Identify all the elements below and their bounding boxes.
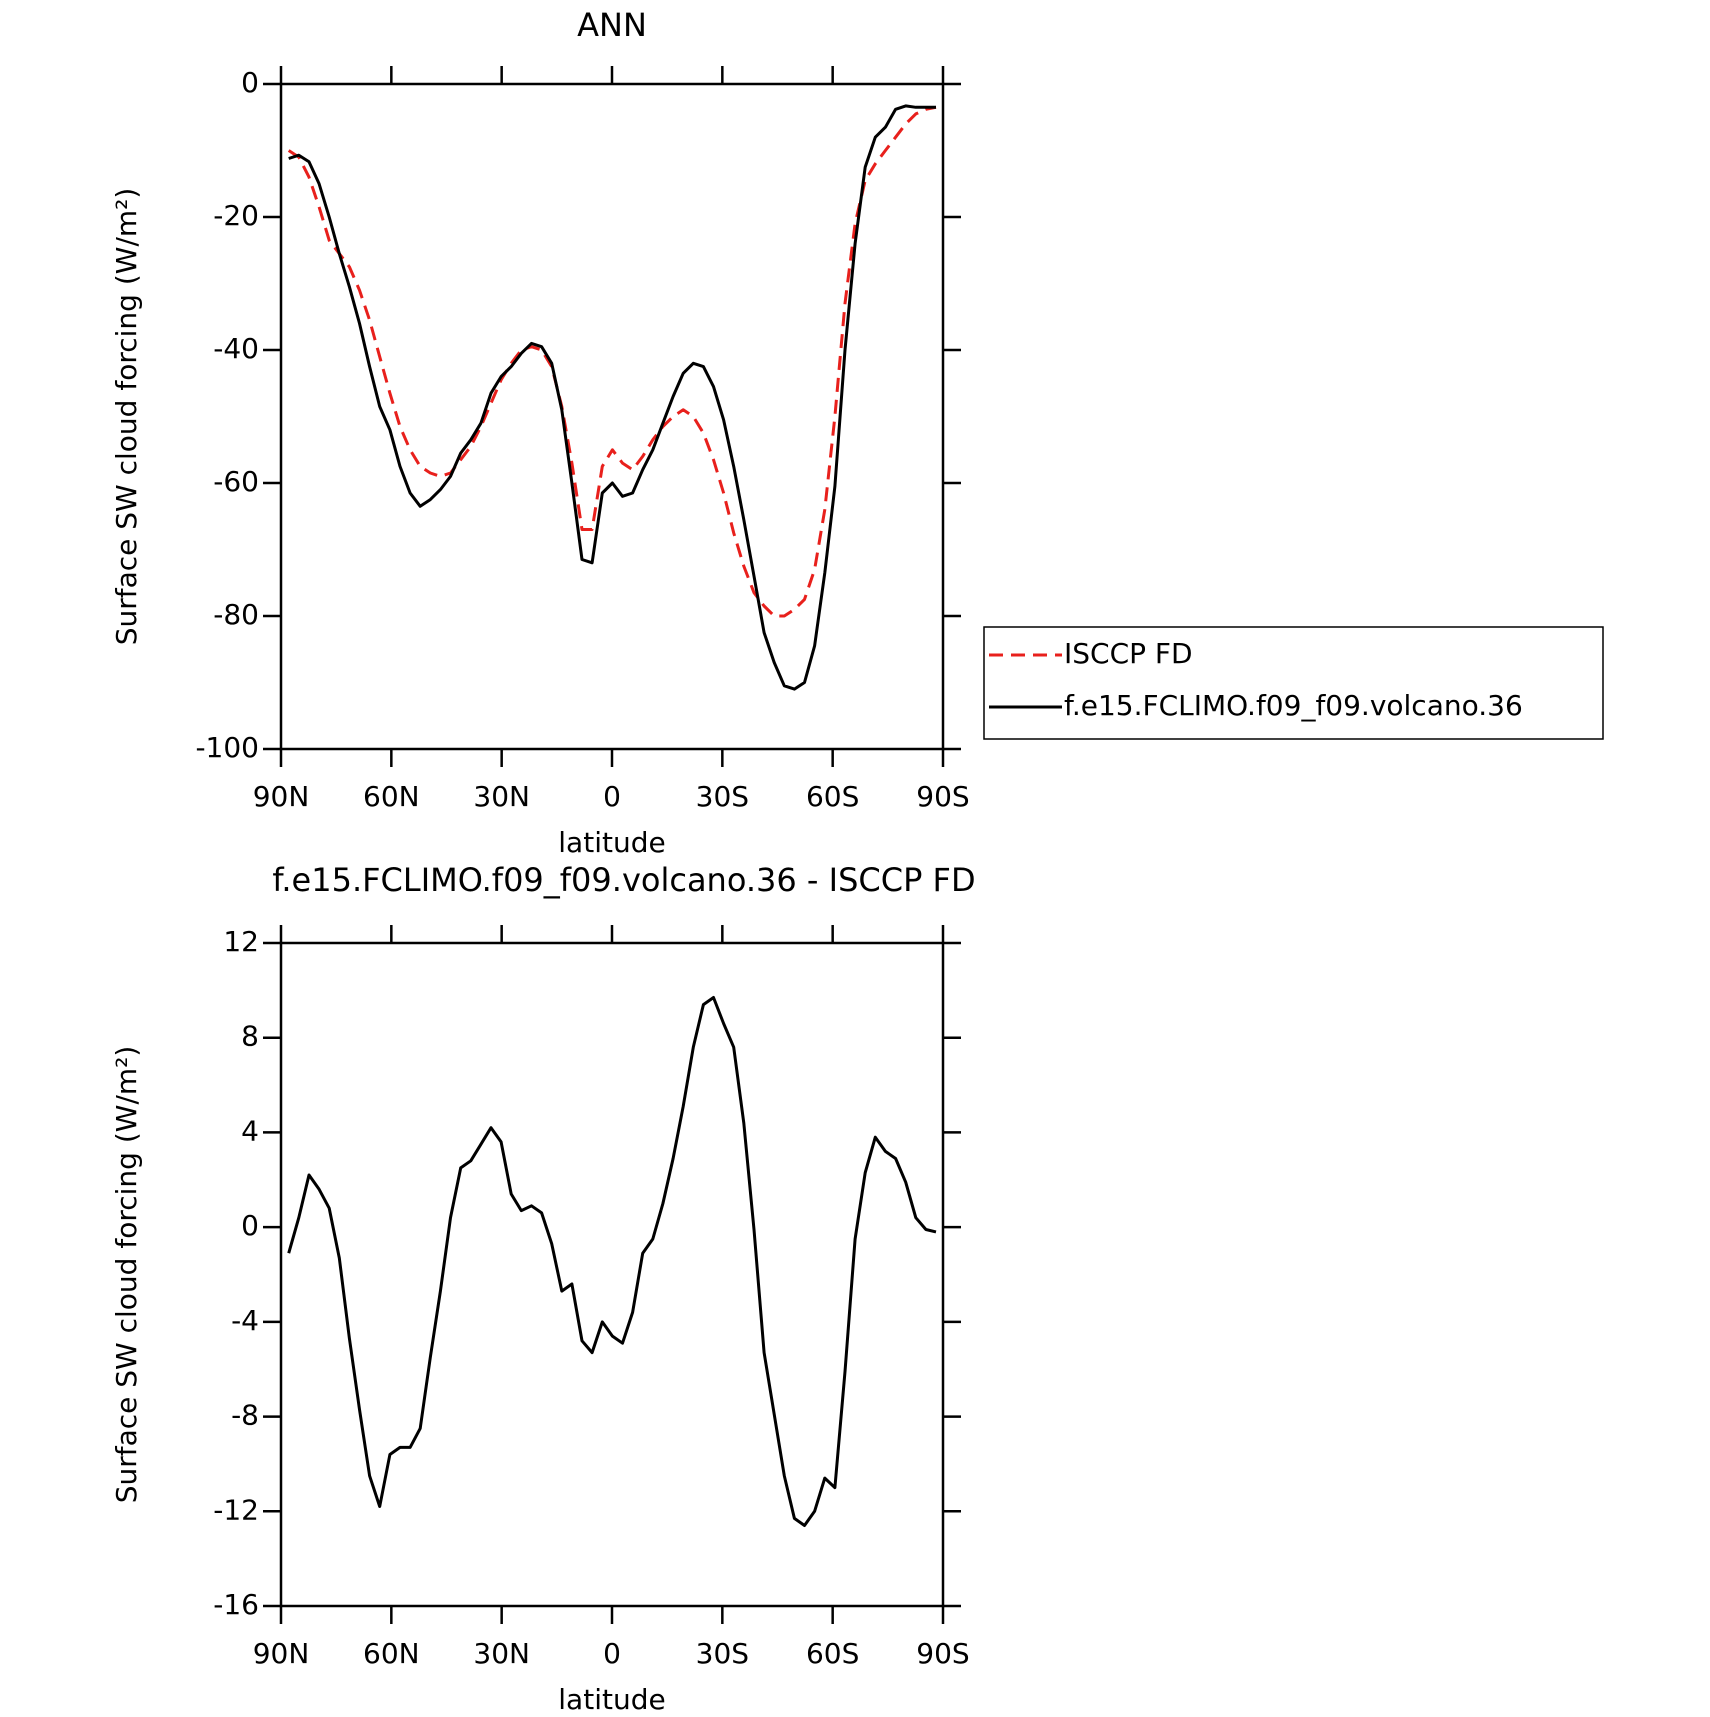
x-tick-label: 30N — [473, 780, 530, 813]
y-tick-label: -8 — [231, 1399, 259, 1432]
x-tick-label: 30S — [696, 780, 749, 813]
x-tick-label: 90N — [253, 1637, 310, 1670]
x-tick-label: 30N — [473, 1637, 530, 1670]
data-line — [287, 105, 937, 618]
x-tick-label: 60N — [363, 780, 420, 813]
y-tick-label: 0 — [241, 1209, 259, 1242]
chart-title: ANN — [577, 6, 647, 44]
x-tick-label: 60S — [806, 780, 859, 813]
x-axis-label: latitude — [558, 826, 665, 859]
y-tick-label: 4 — [241, 1114, 259, 1147]
y-axis-label: Surface SW cloud forcing (W/m²) — [110, 1046, 143, 1504]
y-tick-label: -80 — [213, 598, 259, 631]
y-tick-label: -20 — [213, 199, 259, 232]
chart-title: f.e15.FCLIMO.f09_f09.volcano.36 - ISCCP … — [272, 861, 975, 899]
y-tick-label: -16 — [213, 1588, 259, 1621]
x-tick-label: 0 — [603, 780, 621, 813]
y-tick-label: -100 — [195, 731, 259, 764]
x-tick-label: 90N — [253, 780, 310, 813]
y-tick-label: -60 — [213, 465, 259, 498]
x-tick-label: 60S — [806, 1637, 859, 1670]
x-axis-label: latitude — [558, 1683, 665, 1716]
x-tick-label: 30S — [696, 1637, 749, 1670]
legend-label: f.e15.FCLIMO.f09_f09.volcano.36 — [1064, 689, 1523, 722]
y-axis-label: Surface SW cloud forcing (W/m²) — [110, 188, 143, 646]
x-tick-label: 90S — [916, 780, 969, 813]
y-tick-label: 8 — [241, 1020, 259, 1053]
y-tick-label: 0 — [241, 66, 259, 99]
y-tick-label: -40 — [213, 332, 259, 365]
legend-box — [983, 626, 1604, 740]
plot-frame — [279, 941, 945, 1608]
data-line — [287, 996, 937, 1527]
y-tick-label: -12 — [213, 1493, 259, 1526]
x-tick-label: 90S — [916, 1637, 969, 1670]
y-tick-label: 12 — [223, 925, 259, 958]
x-tick-label: 60N — [363, 1637, 420, 1670]
legend-label: ISCCP FD — [1064, 637, 1193, 670]
y-tick-label: -4 — [231, 1304, 259, 1337]
data-line — [288, 104, 936, 691]
plot-frame — [279, 82, 945, 751]
x-tick-label: 0 — [603, 1637, 621, 1670]
